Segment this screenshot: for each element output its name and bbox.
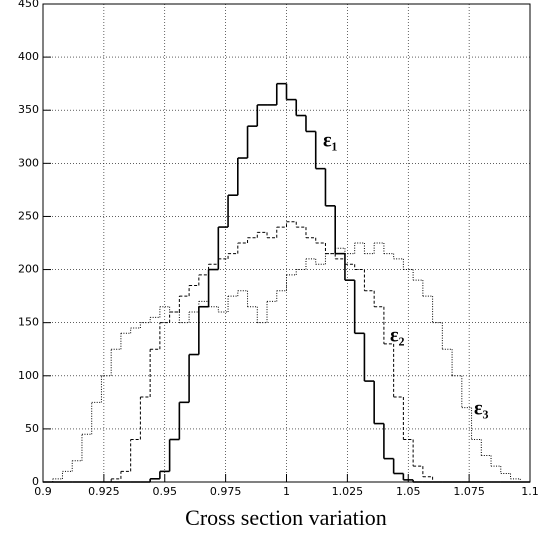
y-tick-label: 400: [18, 50, 39, 63]
x-tick-label: 0.975: [210, 485, 242, 498]
y-tick-label: 250: [18, 209, 39, 222]
x-tick-label: 0.925: [88, 485, 120, 498]
y-tick-label: 100: [18, 369, 39, 382]
y-tick-label: 350: [18, 103, 39, 116]
series-label: ε₃: [474, 398, 489, 420]
x-tick-label: 1: [283, 485, 290, 498]
y-tick-label: 0: [32, 475, 39, 488]
y-tick-label: 150: [18, 316, 39, 329]
y-tick-label: 300: [18, 156, 39, 169]
series-label: ε₁: [323, 130, 338, 152]
y-tick-label: 450: [18, 0, 39, 10]
x-tick-label: 1.075: [453, 485, 485, 498]
y-tick-label: 50: [25, 422, 39, 435]
x-tick-label: 1.05: [396, 485, 421, 498]
x-axis-label: Cross section variation: [185, 505, 387, 530]
x-tick-label: 0.95: [153, 485, 178, 498]
x-tick-label: 1.025: [332, 485, 364, 498]
y-tick-label: 200: [18, 263, 39, 276]
x-tick-label: 0.9: [34, 485, 52, 498]
x-tick-label: 1.1: [521, 485, 539, 498]
series-label: ε₂: [390, 325, 405, 347]
plot-frame: [42, 3, 531, 483]
